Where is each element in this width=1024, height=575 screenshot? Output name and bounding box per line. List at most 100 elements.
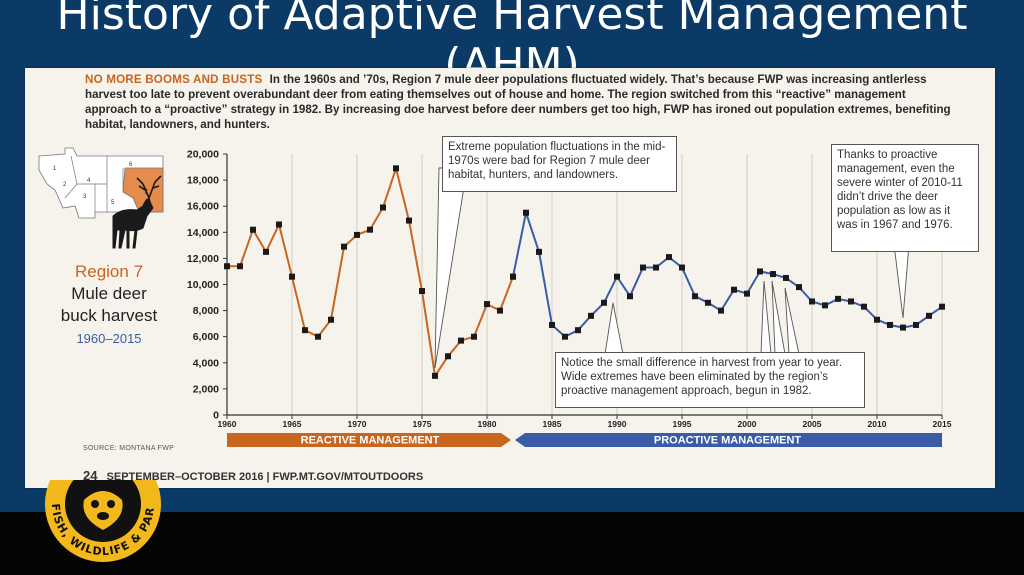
data-point [536, 248, 542, 255]
y-tick-label: 4,000 [193, 357, 219, 369]
data-point [588, 312, 594, 319]
y-tick-label: 14,000 [187, 227, 219, 239]
y-tick-label: 18,000 [187, 175, 219, 187]
y-tick-label: 12,000 [187, 253, 219, 265]
data-point [523, 209, 529, 216]
data-point [393, 165, 399, 172]
data-point [302, 327, 308, 334]
region-name: Region 7 [74, 262, 144, 281]
series-line [512, 208, 943, 338]
data-point [848, 298, 854, 305]
data-point [601, 299, 607, 306]
data-point [653, 264, 659, 271]
data-point [900, 324, 906, 331]
data-point [250, 226, 256, 233]
data-point [939, 303, 945, 310]
management-bands: REACTIVE MANAGEMENT PROACTIVE MANAGEMENT [227, 433, 942, 447]
data-point [796, 284, 802, 291]
data-point [640, 264, 646, 271]
infographic-panel: NO MORE BOOMS AND BUSTS In the 1960s and… [25, 68, 995, 488]
data-point [874, 316, 880, 323]
bottom-band [0, 512, 1024, 575]
x-tick-label: 2005 [803, 419, 822, 429]
chart-subtitle-line2: buck harvest [60, 306, 158, 325]
data-point [419, 288, 425, 295]
chart-subtitle-line1: Mule deer [71, 284, 147, 303]
slide-title: History of Adaptive Harvest Management (… [56, 0, 968, 90]
x-tick-label: 1970 [348, 419, 367, 429]
x-tick-label: 1975 [413, 419, 432, 429]
data-point [614, 273, 620, 280]
y-tick-label: 0 [213, 410, 219, 422]
harvest-chart: 1 2 4 3 6 5 7 1960 1965 1970 1975 1980 1985 19… [38, 147, 952, 447]
data-point [289, 273, 295, 280]
intro-paragraph: NO MORE BOOMS AND BUSTS In the 1960s and… [85, 72, 955, 132]
year-range: 1960–2015 [76, 331, 142, 346]
source-note: SOURCE: MONTANA FWP [83, 445, 175, 452]
svg-text:6: 6 [129, 162, 133, 168]
data-point [679, 264, 685, 271]
data-point [237, 263, 243, 270]
data-point [224, 263, 230, 270]
data-point [445, 353, 451, 360]
y-tick-label: 2,000 [193, 383, 219, 395]
data-point [432, 372, 438, 379]
data-point [757, 268, 763, 275]
region-label: Region 7 Mule deer buck harvest 1960–201… [45, 261, 173, 351]
data-point [575, 327, 581, 334]
footer-text: SEPTEMBER–OCTOBER 2016 | FWP.MT.GOV/MTOU… [106, 471, 424, 483]
data-point [367, 226, 373, 233]
intro-text: In the 1960s and ’70s, Region 7 mule dee… [85, 73, 951, 131]
data-point [913, 321, 919, 328]
mule-deer-icon [112, 175, 162, 249]
chart-series [224, 164, 945, 379]
callout-fluctuations: Extreme population fluctuations in the m… [442, 136, 677, 192]
svg-text:3: 3 [83, 194, 87, 200]
y-tick-label: 8,000 [193, 305, 219, 317]
fwp-logo: FISH, WILDLIFE & PARKS [40, 480, 166, 562]
data-point [549, 321, 555, 328]
svg-text:1: 1 [53, 166, 57, 172]
data-point [328, 316, 334, 323]
x-tick-label: 1985 [543, 419, 562, 429]
data-point [627, 293, 633, 300]
svg-text:4: 4 [87, 178, 91, 184]
svg-text:2: 2 [63, 182, 67, 188]
data-point [562, 333, 568, 340]
data-point [354, 231, 360, 238]
data-point [926, 312, 932, 319]
x-tick-label: 2010 [868, 419, 887, 429]
chart-axes: 1960 1965 1970 1975 1980 1985 1990 1995 2000 2005… [187, 149, 952, 430]
y-tick-label: 16,000 [187, 201, 219, 213]
management-band [515, 433, 942, 447]
x-tick-label: 1960 [218, 419, 237, 429]
band-label: REACTIVE MANAGEMENT [301, 435, 440, 447]
data-point [783, 274, 789, 281]
x-tick-label: 1965 [283, 419, 302, 429]
x-tick-label: 1980 [478, 419, 497, 429]
data-point [510, 273, 516, 280]
y-tick-label: 20,000 [187, 149, 219, 161]
x-tick-label: 2000 [738, 419, 757, 429]
management-band [227, 433, 511, 447]
data-point [497, 307, 503, 314]
data-point [406, 217, 412, 224]
x-tick-label: 1995 [673, 419, 692, 429]
data-point [380, 204, 386, 211]
data-point [861, 303, 867, 310]
data-point [718, 307, 724, 314]
data-point [315, 333, 321, 340]
series-line [227, 164, 514, 379]
y-tick-label: 10,000 [187, 279, 219, 291]
callout-small-difference: Notice the small difference in harvest f… [555, 352, 865, 408]
data-point [666, 254, 672, 261]
band-label: PROACTIVE MANAGEMENT [654, 435, 802, 447]
data-point [341, 243, 347, 250]
data-point [484, 301, 490, 308]
data-point [263, 248, 269, 255]
data-point [770, 271, 776, 278]
data-point [458, 337, 464, 344]
data-point [692, 293, 698, 300]
callout-pointers [434, 167, 910, 369]
y-tick-label: 6,000 [193, 331, 219, 343]
